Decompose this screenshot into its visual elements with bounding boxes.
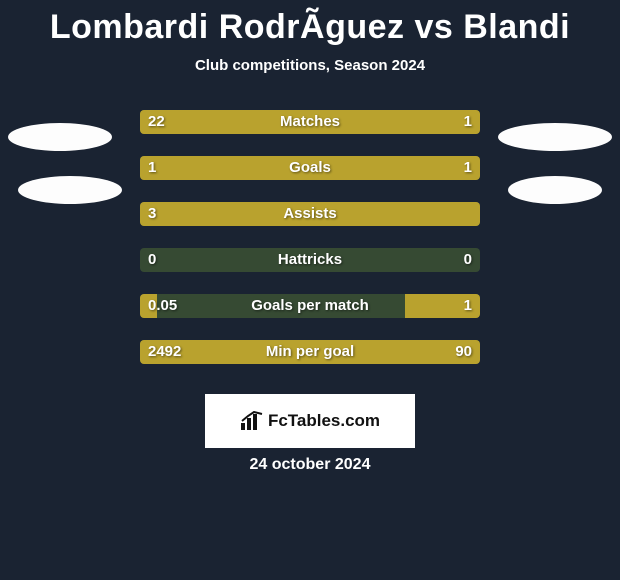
- player-marker: [18, 176, 122, 204]
- player-marker: [498, 123, 612, 151]
- stat-row: 3Assists: [0, 202, 620, 226]
- stat-row: 00Hattricks: [0, 248, 620, 272]
- stat-label: Min per goal: [140, 340, 480, 364]
- stat-label: Matches: [140, 110, 480, 134]
- stat-label: Goals: [140, 156, 480, 180]
- stat-row: 0.051Goals per match: [0, 294, 620, 318]
- source-badge: FcTables.com: [205, 394, 415, 448]
- chart-icon: [240, 411, 264, 431]
- page-title: Lombardi RodrÃ­guez vs Blandi: [0, 0, 620, 47]
- stat-label: Hattricks: [140, 248, 480, 272]
- source-text: FcTables.com: [268, 411, 380, 431]
- player-marker: [8, 123, 112, 151]
- player-marker: [508, 176, 602, 204]
- stat-label: Assists: [140, 202, 480, 226]
- stat-label: Goals per match: [140, 294, 480, 318]
- date-label: 24 october 2024: [0, 456, 620, 474]
- stat-row: 11Goals: [0, 156, 620, 180]
- stat-row: 249290Min per goal: [0, 340, 620, 364]
- subtitle: Club competitions, Season 2024: [0, 57, 620, 74]
